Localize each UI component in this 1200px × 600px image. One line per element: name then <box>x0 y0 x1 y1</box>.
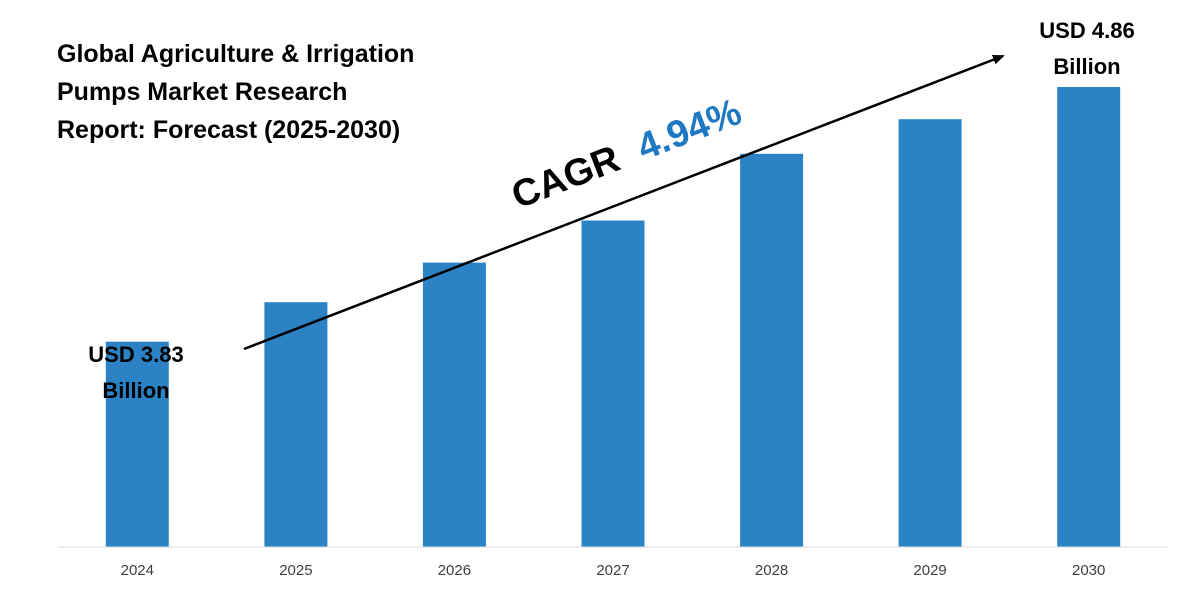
bar-2026 <box>422 262 486 547</box>
cagr-annotation: CAGR 4.94% <box>506 91 747 217</box>
x-tick-label-2029: 2029 <box>913 562 946 579</box>
x-tick-label-2024: 2024 <box>121 562 154 579</box>
x-tick-labels: 2024 2025 2026 2027 2028 2029 2030 <box>121 562 1106 579</box>
x-tick-label-2030: 2030 <box>1072 562 1105 579</box>
bar-2024 <box>105 341 169 547</box>
bar-2028 <box>740 153 804 548</box>
bar-2029 <box>898 119 962 547</box>
bar-2027 <box>581 220 645 547</box>
x-tick-label-2025: 2025 <box>279 562 312 579</box>
bar-2030 <box>1057 87 1121 547</box>
start-value-label-line-2: Billion <box>102 378 169 403</box>
chart-title-line-2: Pumps Market Research <box>57 78 347 106</box>
end-value-label-line-1: USD 4.86 <box>1039 18 1134 43</box>
x-tick-label-2028: 2028 <box>755 562 788 579</box>
end-value-label-line-2: Billion <box>1053 54 1120 79</box>
x-tick-label-2027: 2027 <box>596 562 629 579</box>
cagr-prefix: CAGR <box>506 138 626 217</box>
trend-arrow <box>243 54 1005 351</box>
chart-title-line-1: Global Agriculture & Irrigation <box>57 40 414 68</box>
bar-2025 <box>264 302 328 547</box>
x-tick-label-2026: 2026 <box>438 562 471 579</box>
cagr-value: 4.94% <box>632 91 748 169</box>
start-value-label-line-1: USD 3.83 <box>88 342 183 367</box>
bars-group <box>105 87 1121 548</box>
chart-title-line-3: Report: Forecast (2025-2030) <box>57 116 400 144</box>
